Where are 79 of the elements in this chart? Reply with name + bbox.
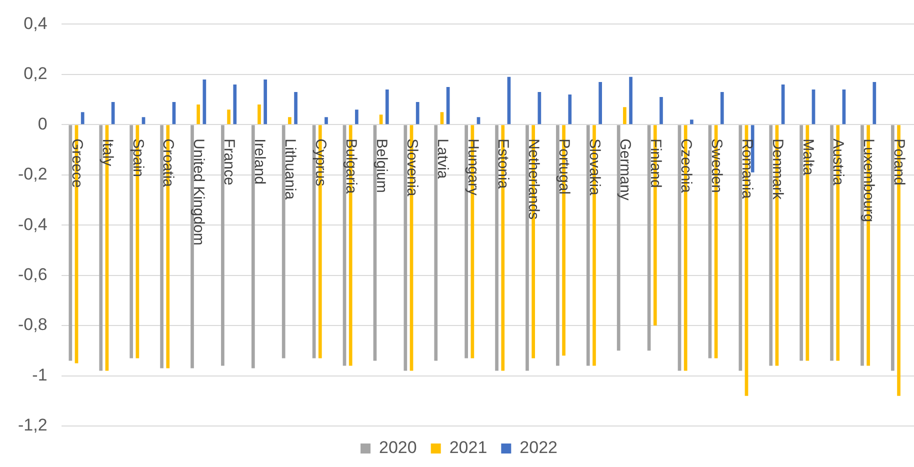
bar — [660, 97, 663, 124]
bar — [294, 92, 298, 124]
bar — [830, 125, 834, 361]
legend-label: 2020 — [379, 438, 417, 458]
x-tick-label: Greece — [68, 138, 86, 188]
bar — [678, 125, 682, 371]
bar — [221, 125, 224, 366]
bar — [233, 84, 237, 124]
bar — [324, 117, 328, 124]
x-tick-label: Finland — [647, 138, 664, 188]
bar — [404, 125, 408, 371]
bar — [288, 117, 292, 124]
x-tick-label: Hungary — [464, 138, 482, 196]
x-tick-label: France — [220, 138, 238, 186]
bar — [891, 125, 894, 371]
x-tick-label: Italy — [98, 138, 116, 167]
x-tick-label: Spain — [129, 138, 146, 178]
bar — [385, 89, 389, 124]
bar — [416, 102, 420, 124]
legend-label: 2021 — [449, 438, 488, 458]
y-tick-label: 0,2 — [24, 64, 48, 84]
bar — [568, 94, 572, 124]
y-tick-label: -1 — [32, 365, 48, 384]
x-tick-label: Czechia — [677, 138, 694, 194]
bar — [720, 92, 724, 124]
bar — [258, 104, 261, 124]
bar — [800, 125, 803, 361]
bar — [586, 125, 590, 366]
x-tick-label: Latvia — [434, 138, 451, 180]
bar — [495, 125, 498, 371]
x-tick-label: Sweden — [708, 138, 725, 193]
bar — [872, 82, 876, 124]
x-tick-label: Luxembourg — [860, 138, 878, 222]
bar — [690, 120, 694, 124]
y-tick-label: -0,6 — [18, 265, 48, 284]
x-tick-label: Slovakia — [586, 138, 604, 196]
bar — [598, 82, 602, 124]
x-tick-label: Portugal — [556, 138, 573, 195]
x-tick-label: Denmark — [768, 138, 786, 200]
y-tick-label: -1,2 — [18, 416, 48, 435]
bar — [68, 125, 72, 361]
bar — [196, 104, 200, 124]
bar — [738, 125, 742, 371]
x-tick-label: Malta — [799, 138, 816, 176]
bar — [227, 110, 230, 124]
bar — [623, 107, 626, 124]
x-tick-label: Slovenia — [403, 138, 420, 197]
bar — [434, 125, 438, 361]
x-tick-label: Ireland — [251, 138, 268, 185]
bar — [282, 125, 286, 358]
bar — [647, 125, 651, 351]
y-tick-label: -0,4 — [18, 214, 48, 234]
bar — [769, 125, 773, 366]
bar — [355, 110, 358, 124]
bar — [708, 125, 712, 358]
x-tick-label: Estonia — [494, 138, 512, 190]
x-tick-label: Poland — [890, 138, 908, 186]
y-tick-label: -0,8 — [18, 315, 48, 334]
x-tick-label: Bulgaria — [342, 138, 360, 194]
x-tick-label: Austria — [830, 138, 847, 186]
x-tick-label: Germany — [616, 138, 634, 201]
x-tick-label: United Kingdom — [190, 138, 208, 246]
x-tick-label: Romania — [738, 138, 756, 200]
y-tick-label: 0,4 — [24, 14, 48, 33]
legend-label: 2022 — [520, 438, 558, 458]
x-tick-label: Belgium — [372, 138, 390, 193]
bar — [526, 125, 529, 371]
bar — [160, 125, 164, 368]
x-tick-label: Lithuania — [282, 138, 299, 200]
bar — [251, 125, 255, 368]
bar — [629, 76, 632, 124]
x-tick-label: Croatia — [160, 138, 177, 188]
bar — [538, 92, 542, 124]
y-tick-label: -0,2 — [18, 164, 48, 184]
x-tick-label: Cyprus — [312, 138, 330, 186]
bar — [80, 112, 84, 124]
bar — [264, 79, 268, 124]
y-tick-label: 0 — [38, 114, 48, 134]
x-tick-label: Netherlands — [525, 138, 542, 220]
